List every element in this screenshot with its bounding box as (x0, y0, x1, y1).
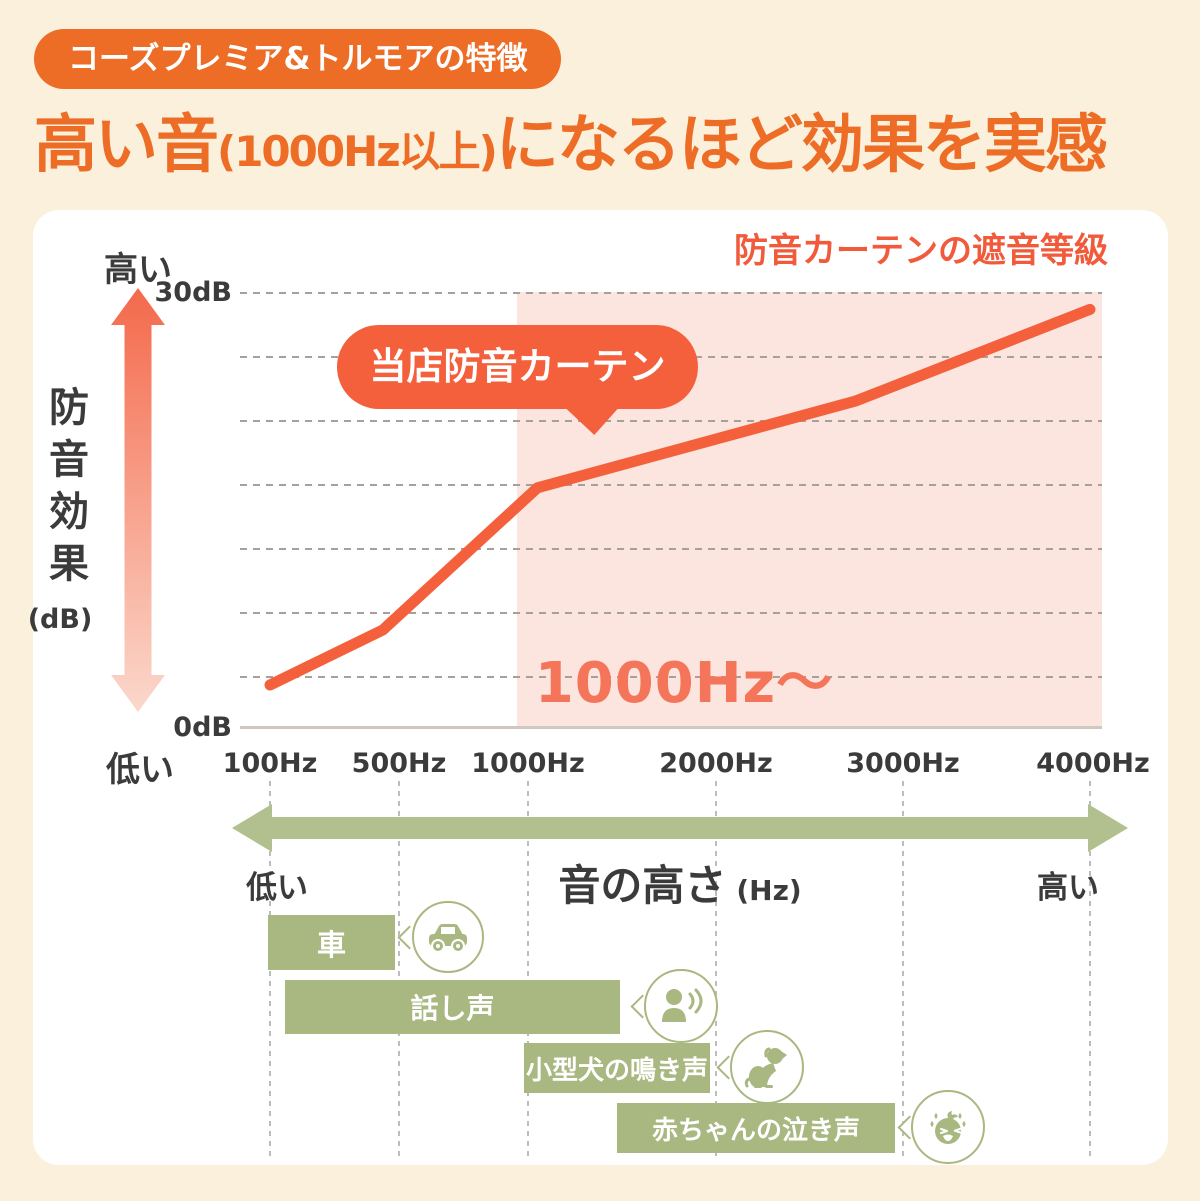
dog-bubble (730, 1030, 804, 1104)
y-tick-30db: 30dB (154, 277, 232, 308)
callout-bubble: 当店防音カーテン (337, 325, 698, 409)
tick-line-500hz (398, 781, 400, 1161)
frequency-range-arrow-icon (232, 804, 1128, 852)
y-axis-unit: (dB) (27, 604, 93, 635)
feature-badge: コーズプレミア&トルモアの特徴 (34, 29, 562, 89)
gridline (240, 484, 1102, 486)
gridline (240, 612, 1102, 614)
y-axis-title: 防音効果 (42, 386, 88, 594)
x-tick-500hz: 500Hz (351, 748, 447, 779)
page-title-part1: 高い音 (34, 108, 219, 181)
tick-line-100hz (269, 781, 271, 1161)
crying-baby-icon (930, 1111, 966, 1144)
chart-title: 防音カーテンの遮音等級 (734, 231, 1108, 271)
gridline (240, 548, 1102, 550)
sound-bar-talking: 話し声 (285, 980, 620, 1034)
tick-line-1000hz (527, 781, 529, 1161)
car-icon (429, 924, 467, 953)
tick-line-2000hz (715, 781, 717, 1161)
vertical-gradient-arrow-icon (111, 288, 165, 712)
tick-line-3000hz (902, 781, 904, 1161)
talking-person-icon (662, 988, 703, 1022)
tick-line-4000hz (1089, 781, 1091, 1161)
talking-bubble (644, 969, 718, 1043)
y-arrow-top-label: 高い (104, 250, 172, 290)
sound-bar-car: 車 (268, 915, 395, 970)
highlight-label: 1000Hz〜 (534, 651, 834, 716)
x-tick-4000hz: 4000Hz (1036, 748, 1150, 779)
x-tick-100hz: 100Hz (222, 748, 318, 779)
gridline-30db (240, 292, 1102, 294)
y-tick-0db: 0dB (173, 712, 232, 743)
car-bubble (412, 901, 484, 973)
baby-bubble (911, 1090, 985, 1164)
page-title: 高い音 (1000Hz以上) になるほど効果を実感 (34, 94, 1108, 185)
freq-axis-unit: (Hz) (736, 874, 802, 907)
x-axis-0db-line (240, 726, 1102, 729)
dog-icon (744, 1047, 787, 1088)
x-tick-3000hz: 3000Hz (846, 748, 960, 779)
freq-axis-title: 音の高さ (Hz) (500, 852, 860, 913)
page-title-part3: になるほど効果を実感 (495, 108, 1108, 181)
y-arrow-bottom-label: 低い (106, 750, 174, 790)
freq-left-label: 低い (246, 870, 308, 906)
page-title-part2: (1000Hz以上) (217, 127, 498, 176)
gridline (240, 420, 1102, 422)
freq-axis-title-text: 音の高さ (558, 861, 727, 910)
x-tick-1000hz: 1000Hz (471, 748, 585, 779)
x-tick-2000hz: 2000Hz (659, 748, 773, 779)
sound-bar-baby-crying: 赤ちゃんの泣き声 (617, 1103, 895, 1153)
sound-bar-small-dog: 小型犬の鳴き声 (524, 1043, 710, 1093)
freq-right-label: 高い (1037, 870, 1099, 906)
